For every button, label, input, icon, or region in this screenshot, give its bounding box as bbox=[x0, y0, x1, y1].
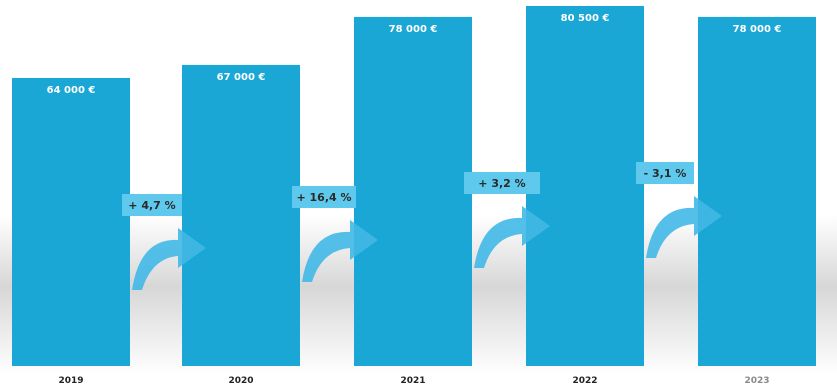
bar-2021 bbox=[354, 16, 472, 367]
change-connector-4: - 3,1 % bbox=[636, 162, 722, 258]
curved-arrow-icon bbox=[474, 206, 550, 268]
change-connector-1: + 4,7 % bbox=[122, 194, 206, 290]
change-label: + 3,2 % bbox=[478, 177, 525, 190]
value-label-2023: 78 000 € bbox=[733, 24, 782, 35]
change-label: - 3,1 % bbox=[644, 167, 687, 180]
tick-label-2021: 2021 bbox=[400, 376, 425, 386]
value-label-2020: 67 000 € bbox=[217, 72, 266, 83]
value-label-2021: 78 000 € bbox=[389, 24, 438, 35]
curved-arrow-icon bbox=[132, 228, 206, 290]
change-box bbox=[464, 172, 540, 194]
bar-2019 bbox=[12, 78, 130, 366]
value-label-2022: 80 500 € bbox=[561, 13, 610, 24]
curved-arrow-icon bbox=[646, 196, 722, 258]
bar-2020 bbox=[182, 64, 300, 366]
tick-label-2020: 2020 bbox=[228, 376, 253, 386]
tick-label-2023: 2023 bbox=[744, 376, 769, 386]
change-label: + 16,4 % bbox=[296, 191, 351, 204]
change-connector-3: + 3,2 % bbox=[464, 172, 550, 268]
change-label: + 4,7 % bbox=[128, 199, 175, 212]
bar-2022 bbox=[526, 6, 644, 366]
tick-label-2022: 2022 bbox=[572, 376, 597, 386]
change-box bbox=[636, 162, 694, 184]
bars: 64 000 € 2019 67 000 € 2020 78 000 € 2021 80 5… bbox=[12, 6, 816, 386]
change-box bbox=[292, 186, 356, 208]
change-box bbox=[122, 194, 182, 216]
bar-2023 bbox=[698, 16, 816, 367]
value-label-2019: 64 000 € bbox=[47, 85, 96, 96]
change-connectors: + 4,7 % + 16,4 % + 3,2 % - 3,1 % bbox=[122, 162, 722, 290]
curved-arrow-icon bbox=[302, 220, 378, 282]
change-connector-2: + 16,4 % bbox=[292, 186, 378, 282]
tick-label-2019: 2019 bbox=[58, 376, 83, 386]
